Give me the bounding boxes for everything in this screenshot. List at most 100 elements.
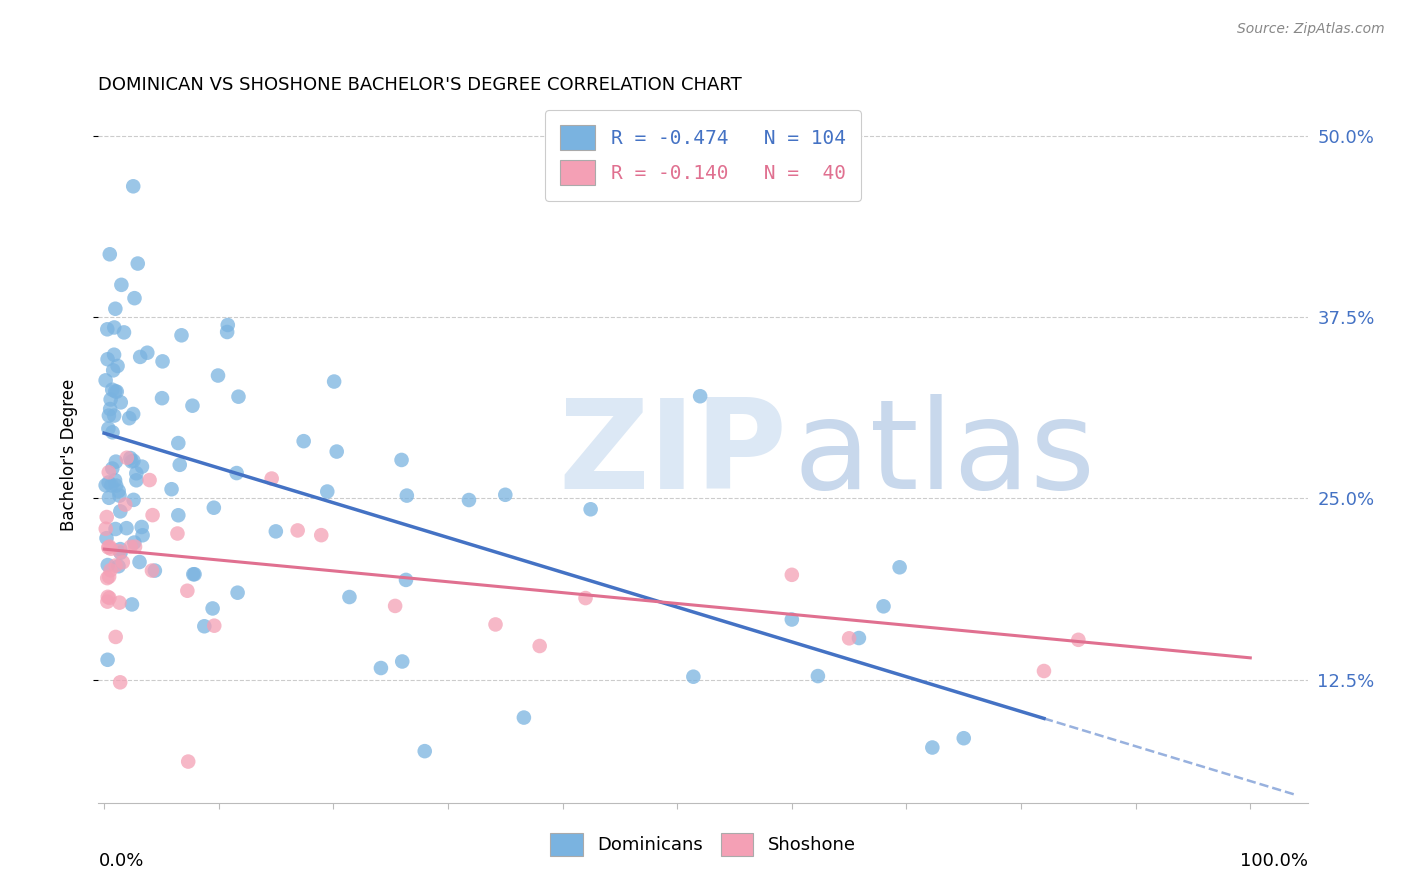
Point	[217, 325, 239, 339]
Point	[107, 483, 129, 498]
Point	[141, 564, 163, 578]
Point	[108, 596, 131, 610]
Point	[682, 670, 704, 684]
Point	[110, 546, 132, 560]
Point	[494, 488, 516, 502]
Point	[166, 526, 188, 541]
Point	[574, 591, 596, 605]
Point	[264, 524, 287, 539]
Point	[136, 345, 159, 359]
Point	[391, 453, 413, 467]
Point	[167, 508, 190, 523]
Point	[112, 326, 135, 340]
Point	[108, 544, 131, 558]
Point	[150, 391, 173, 405]
Point	[889, 560, 911, 574]
Point	[97, 475, 120, 490]
Text: Source: ZipAtlas.com: Source: ZipAtlas.com	[1237, 22, 1385, 37]
Point	[101, 383, 124, 397]
Point	[97, 421, 120, 435]
Point	[104, 473, 127, 487]
Point	[114, 498, 136, 512]
Point	[309, 528, 332, 542]
Point	[103, 348, 125, 362]
Point	[97, 465, 120, 479]
Point	[138, 473, 160, 487]
Point	[97, 653, 120, 667]
Point	[96, 322, 118, 336]
Point	[110, 395, 132, 409]
Point	[104, 522, 127, 536]
Point	[513, 710, 536, 724]
Point	[1067, 632, 1090, 647]
Point	[118, 411, 141, 425]
Point	[107, 559, 129, 574]
Point	[103, 363, 125, 377]
Point	[103, 320, 125, 334]
Point	[100, 541, 122, 556]
Point	[97, 541, 120, 555]
Point	[169, 458, 191, 472]
Point	[124, 535, 146, 549]
Text: ZIP: ZIP	[558, 394, 786, 516]
Point	[201, 601, 224, 615]
Point	[96, 571, 118, 585]
Point	[413, 744, 436, 758]
Point	[129, 350, 152, 364]
Point	[316, 484, 339, 499]
Point	[101, 425, 124, 440]
Point	[339, 590, 361, 604]
Point	[183, 567, 205, 582]
Point	[96, 531, 118, 545]
Point	[807, 669, 830, 683]
Point	[780, 613, 803, 627]
Point	[98, 402, 121, 417]
Point	[122, 407, 145, 421]
Point	[104, 558, 127, 573]
Point	[108, 675, 131, 690]
Point	[100, 563, 122, 577]
Point	[110, 504, 132, 518]
Point	[100, 478, 122, 492]
Point	[370, 661, 392, 675]
Point	[143, 564, 166, 578]
Point	[98, 491, 121, 505]
Point	[170, 328, 193, 343]
Point	[260, 471, 283, 485]
Point	[94, 478, 117, 492]
Point	[395, 573, 418, 587]
Point	[217, 318, 239, 332]
Y-axis label: Bachelor's Degree: Bachelor's Degree	[59, 379, 77, 531]
Point	[115, 450, 138, 465]
Point	[98, 569, 121, 583]
Point	[458, 493, 481, 508]
Text: atlas: atlas	[793, 394, 1095, 516]
Point	[96, 510, 118, 524]
Point	[529, 639, 551, 653]
Point	[98, 540, 121, 554]
Point	[395, 489, 418, 503]
Point	[108, 489, 131, 503]
Point	[98, 591, 121, 605]
Point	[384, 599, 406, 613]
Point	[127, 256, 149, 270]
Point	[122, 179, 145, 194]
Point	[131, 528, 153, 542]
Point	[780, 567, 803, 582]
Point	[181, 399, 204, 413]
Point	[391, 655, 413, 669]
Point	[122, 492, 145, 507]
Text: 100.0%: 100.0%	[1240, 852, 1308, 870]
Point	[152, 354, 174, 368]
Point	[177, 755, 200, 769]
Point	[292, 434, 315, 449]
Point	[323, 375, 346, 389]
Legend: Dominicans, Shoshone: Dominicans, Shoshone	[543, 826, 863, 863]
Point	[202, 500, 225, 515]
Point	[142, 508, 165, 523]
Point	[207, 368, 229, 383]
Point	[226, 585, 249, 599]
Point	[921, 740, 943, 755]
Point	[115, 521, 138, 535]
Point	[176, 583, 198, 598]
